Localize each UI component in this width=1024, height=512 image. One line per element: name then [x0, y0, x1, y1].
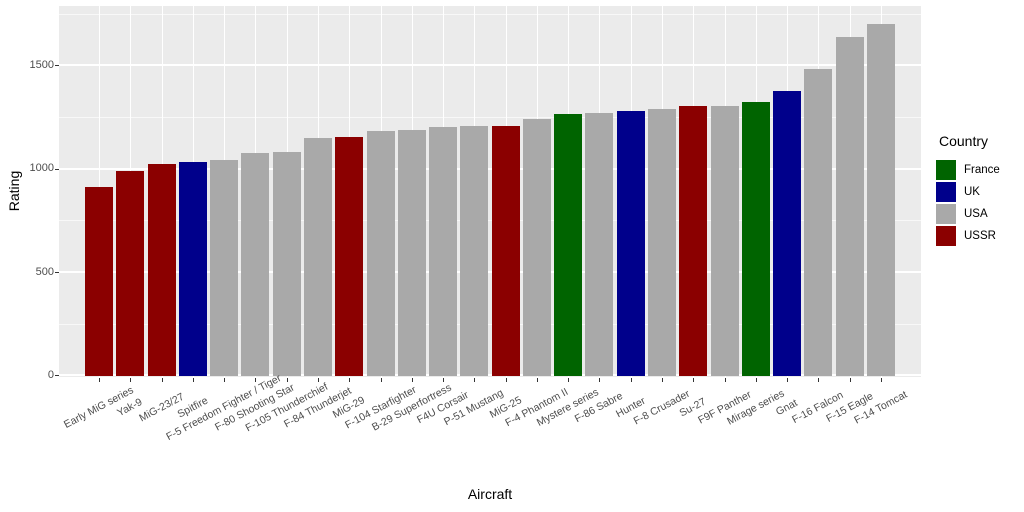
- bar-early-mig-series: [85, 187, 113, 376]
- x-tick-mark: [411, 377, 413, 382]
- gridline-major: [59, 64, 921, 67]
- y-tick-mark: [55, 375, 59, 377]
- legend-label: France: [964, 164, 1000, 176]
- legend-label: USSR: [964, 230, 996, 242]
- x-tick-mark: [881, 377, 882, 382]
- x-tick-mark: [662, 377, 664, 382]
- bar-f4u-corsair: [429, 127, 458, 376]
- y-tick-mark: [55, 272, 59, 274]
- bar-yak-9: [116, 170, 145, 376]
- bar-su-27: [679, 105, 708, 376]
- x-axis-title: Aircraft: [467, 486, 513, 502]
- legend: Country France UK USA USSR: [936, 133, 1000, 248]
- x-tick-mark: [255, 377, 257, 382]
- gridline-major: [59, 374, 921, 377]
- x-tick-mark: [380, 377, 382, 382]
- y-axis-title: Rating: [6, 170, 22, 212]
- legend-key-uk-icon: [936, 182, 956, 202]
- bar-gnat: [773, 91, 802, 376]
- x-tick-mark: [787, 377, 789, 382]
- legend-title: Country: [939, 133, 989, 149]
- legend-label: UK: [964, 186, 980, 198]
- bar-f-8-crusader: [648, 108, 677, 376]
- x-tick-mark: [818, 377, 820, 382]
- bar-f-86-sabre: [585, 113, 614, 376]
- plot-panel: [59, 6, 921, 377]
- x-tick-mark: [317, 377, 319, 382]
- x-tick-mark: [224, 377, 226, 382]
- bar-f-84-thunderjet: [303, 137, 332, 376]
- y-tick-mark: [55, 65, 59, 67]
- x-tick-mark: [349, 377, 351, 382]
- bar-mig-23-27: [147, 163, 176, 376]
- bar-f-14-tomcat: [867, 24, 895, 376]
- gridline-major: [59, 167, 921, 170]
- legend-entries: France UK USA USSR: [936, 160, 1000, 246]
- legend-label: USA: [964, 208, 988, 220]
- legend-key-france-icon: [936, 160, 956, 180]
- x-tick-mark: [130, 377, 132, 382]
- bar-hunter: [616, 110, 645, 376]
- x-tick-mark: [630, 377, 632, 382]
- legend-entry-uk: UK: [936, 182, 1000, 202]
- x-tick-mark: [724, 377, 726, 382]
- x-tick-mark: [286, 377, 288, 382]
- bar-mig-29: [335, 136, 364, 376]
- bar-f-104-starfighter: [366, 130, 395, 376]
- y-tick-mark: [55, 168, 59, 170]
- legend-key-usa-icon: [936, 204, 956, 224]
- bar-spitfire: [178, 161, 207, 376]
- y-tick-label: 500: [35, 265, 54, 278]
- bar-f-5-freedom-fighter-tiger: [210, 159, 239, 376]
- bar-b-29-superfortress: [397, 129, 426, 376]
- x-tick-mark: [568, 377, 570, 382]
- x-tick-mark: [693, 377, 695, 382]
- bar-f-15-eagle: [835, 36, 864, 376]
- bar-f-4-phantom-ii: [522, 119, 551, 376]
- legend-key-ussr-icon: [936, 226, 956, 246]
- x-tick-mark: [99, 377, 100, 382]
- x-tick-mark: [505, 377, 507, 382]
- gridline-minor: [59, 13, 921, 15]
- bar-mystere-series: [554, 114, 583, 376]
- bar-f-105-thunderchief: [272, 152, 301, 376]
- x-tick-mark: [443, 377, 445, 382]
- y-tick-label: 1500: [29, 58, 54, 71]
- x-tick-mark: [536, 377, 538, 382]
- x-tick-mark: [599, 377, 601, 382]
- gridline-major: [59, 271, 921, 274]
- x-tick-mark: [849, 377, 851, 382]
- gridline-minor: [59, 220, 921, 222]
- gridline-minor: [59, 117, 921, 119]
- bar-f-16-falcon: [804, 68, 833, 376]
- x-tick-mark: [161, 377, 163, 382]
- y-tick-label: 1000: [29, 162, 54, 175]
- bar-p-51-mustang: [460, 126, 489, 376]
- legend-entry-france: France: [936, 160, 1000, 180]
- y-tick-label: 0: [47, 368, 54, 381]
- bar-f-80-shooting-star: [241, 153, 270, 376]
- x-tick-mark: [192, 377, 194, 382]
- x-tick-mark: [474, 377, 476, 382]
- legend-entry-usa: USA: [936, 204, 1000, 224]
- bar-f9f-panther: [710, 105, 739, 376]
- bar-mig-25: [491, 126, 520, 376]
- legend-entry-ussr: USSR: [936, 226, 1000, 246]
- x-tick-mark: [755, 377, 757, 382]
- bar-mirage-series: [741, 101, 770, 376]
- gridline-minor: [59, 323, 921, 325]
